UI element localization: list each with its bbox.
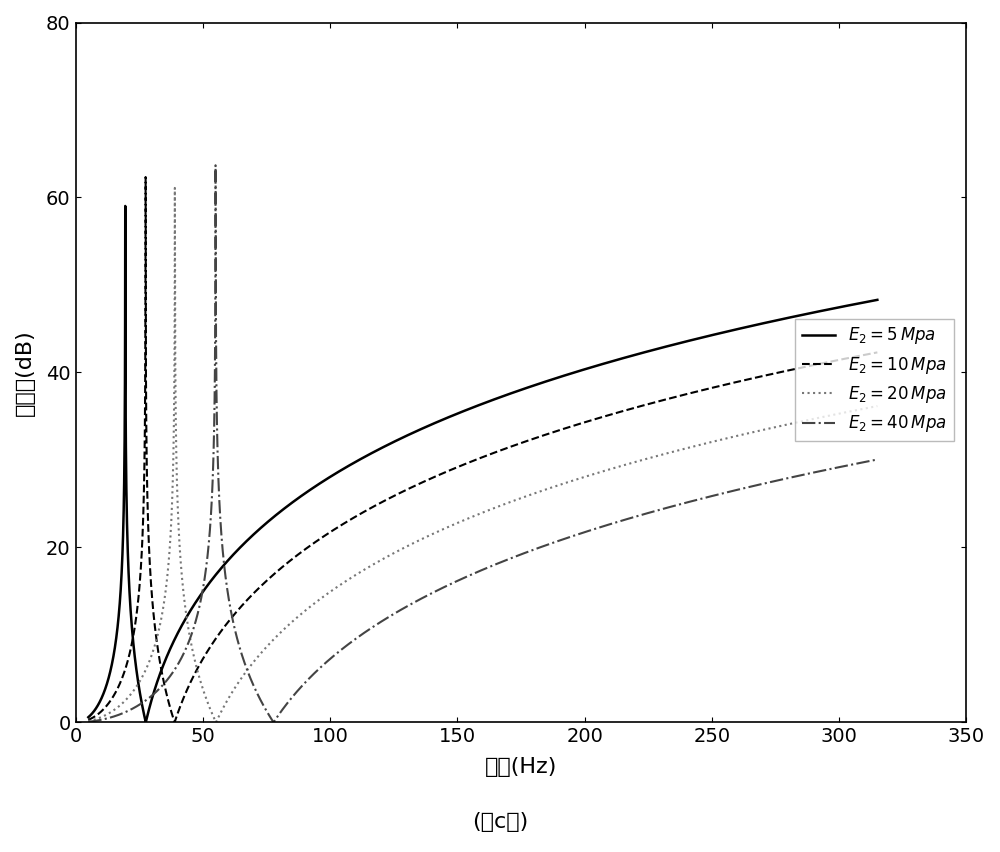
$E_2 = 5\,Mpa$	[119, 201, 131, 211]
Line: $E_2 = 40\,Mpa$: $E_2 = 40\,Mpa$	[88, 165, 877, 722]
$E_2 = 5\,Mpa$	[556, 371, 568, 382]
Y-axis label: 隔振度(dB): 隔振度(dB)	[15, 329, 35, 416]
$E_2 = 5\,Mpa$	[671, 338, 683, 348]
$E_2 = 40\,Mpa$	[871, 454, 883, 464]
$E_2 = 40\,Mpa$	[226, 610, 238, 620]
$E_2 = 20\,Mpa$	[731, 431, 743, 441]
$E_2 = 40\,Mpa$	[384, 611, 396, 621]
$E_2 = 40\,Mpa$	[82, 717, 94, 727]
$E_2 = 10\,Mpa$	[556, 424, 568, 435]
$E_2 = 10\,Mpa$	[169, 717, 181, 728]
$E_2 = 20\,Mpa$	[384, 550, 396, 561]
$E_2 = 40\,Mpa$	[731, 485, 743, 495]
$E_2 = 20\,Mpa$	[671, 446, 683, 456]
X-axis label: 频率(Hz): 频率(Hz)	[485, 757, 557, 777]
$E_2 = 5\,Mpa$	[731, 324, 743, 334]
$E_2 = 20\,Mpa$	[556, 479, 568, 489]
$E_2 = 40\,Mpa$	[596, 521, 608, 532]
$E_2 = 5\,Mpa$	[871, 295, 883, 305]
Legend: $E_2 = 5\,Mpa$, $E_2 = 10\,Mpa$, $E_2 = 20\,Mpa$, $E_2 = 40\,Mpa$: $E_2 = 5\,Mpa$, $E_2 = 10\,Mpa$, $E_2 = …	[795, 319, 954, 441]
$E_2 = 5\,Mpa$	[596, 360, 608, 370]
$E_2 = 20\,Mpa$	[210, 717, 222, 728]
Line: $E_2 = 10\,Mpa$: $E_2 = 10\,Mpa$	[88, 177, 877, 722]
Line: $E_2 = 20\,Mpa$: $E_2 = 20\,Mpa$	[88, 188, 877, 722]
$E_2 = 5\,Mpa$	[226, 551, 238, 561]
Text: (｣c､): (｣c､)	[472, 812, 528, 832]
$E_2 = 5\,Mpa$	[140, 717, 152, 728]
$E_2 = 40\,Mpa$	[210, 160, 222, 170]
$E_2 = 20\,Mpa$	[169, 183, 181, 193]
$E_2 = 40\,Mpa$	[268, 717, 280, 728]
$E_2 = 10\,Mpa$	[671, 391, 683, 401]
$E_2 = 10\,Mpa$	[731, 377, 743, 387]
$E_2 = 10\,Mpa$	[140, 172, 152, 182]
$E_2 = 20\,Mpa$	[596, 467, 608, 477]
$E_2 = 20\,Mpa$	[82, 716, 94, 726]
$E_2 = 40\,Mpa$	[556, 534, 568, 544]
$E_2 = 10\,Mpa$	[384, 492, 396, 503]
Line: $E_2 = 5\,Mpa$: $E_2 = 5\,Mpa$	[88, 206, 877, 722]
$E_2 = 10\,Mpa$	[82, 715, 94, 725]
$E_2 = 5\,Mpa$	[82, 712, 94, 722]
$E_2 = 10\,Mpa$	[226, 612, 238, 622]
$E_2 = 10\,Mpa$	[596, 412, 608, 423]
$E_2 = 40\,Mpa$	[671, 500, 683, 510]
$E_2 = 20\,Mpa$	[871, 401, 883, 412]
$E_2 = 5\,Mpa$	[384, 439, 396, 449]
$E_2 = 10\,Mpa$	[871, 348, 883, 358]
$E_2 = 20\,Mpa$	[226, 688, 238, 698]
